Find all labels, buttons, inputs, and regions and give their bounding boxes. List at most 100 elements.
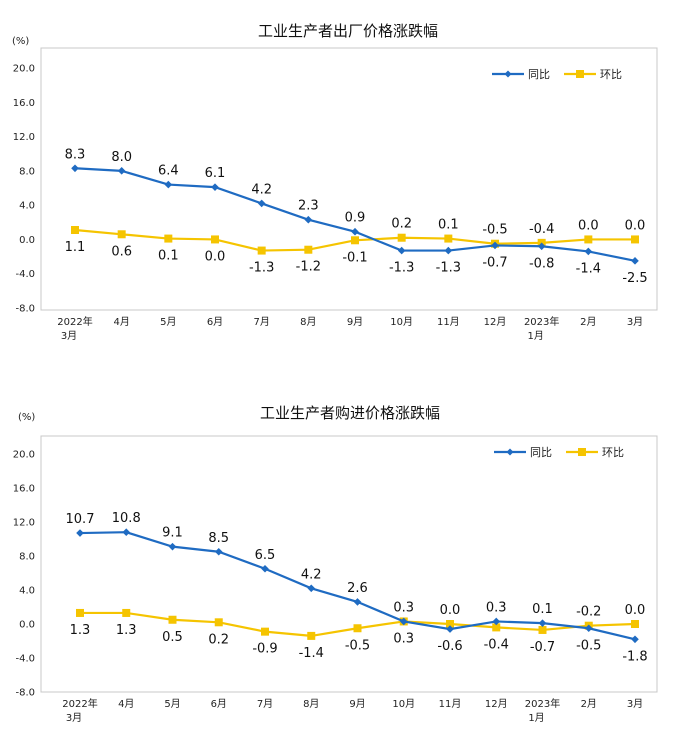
data-label-mom: -0.1	[342, 250, 367, 265]
data-label-mom: 0.2	[391, 217, 412, 232]
legend: 同比 环比	[492, 68, 622, 81]
data-label-yoy: 10.7	[66, 512, 95, 527]
chart-title: 工业生产者出厂价格涨跌幅	[258, 22, 438, 40]
x-tick-label: 7月	[257, 698, 273, 710]
legend-marker-mom	[576, 70, 584, 78]
y-tick-label: 8.0	[19, 166, 35, 177]
data-label-mom: 0.1	[158, 249, 179, 264]
data-point-yoy	[71, 164, 79, 173]
data-point-yoy	[631, 257, 639, 265]
data-label-yoy: 0.3	[393, 631, 414, 646]
data-label-mom: 1.1	[65, 240, 86, 255]
x-tick-label: 2月	[580, 316, 596, 328]
data-label-mom: 0.0	[625, 603, 646, 618]
y-tick-label: 12.0	[13, 518, 35, 529]
data-point-mom	[584, 235, 593, 244]
legend-marker-mom	[578, 448, 586, 456]
data-label-yoy: -2.5	[622, 271, 647, 286]
data-label-mom: -1.2	[296, 260, 321, 275]
x-tick-label: 12月	[484, 316, 507, 328]
y-tick-label: 20.0	[13, 64, 35, 75]
data-label-yoy: -0.7	[482, 255, 507, 270]
data-label-yoy: -1.3	[389, 261, 414, 276]
x-tick-label: 5月	[164, 698, 180, 710]
x-tick-label: 4月	[113, 316, 129, 328]
data-point-yoy	[307, 584, 316, 593]
y-tick-label: -4.0	[15, 654, 35, 665]
x-tick-label: 10月	[390, 316, 413, 328]
data-label-yoy: 10.8	[112, 511, 141, 526]
data-point-mom	[444, 234, 453, 243]
data-point-yoy	[491, 241, 499, 250]
x-tick-label: 2月	[581, 698, 597, 710]
data-point-yoy	[117, 167, 126, 175]
x-tick-label: 8月	[300, 316, 316, 328]
data-point-mom	[353, 624, 362, 633]
data-point-mom	[71, 226, 79, 234]
data-point-mom	[631, 235, 639, 244]
x-tick-label: 6月	[211, 698, 227, 710]
data-point-yoy	[257, 199, 266, 208]
data-point-mom	[122, 608, 131, 617]
data-point-mom	[261, 627, 269, 636]
data-point-yoy	[397, 246, 406, 255]
data-point-mom	[307, 631, 316, 640]
x-tick-label: 8月	[303, 698, 319, 710]
data-point-yoy	[168, 542, 177, 551]
data-label-yoy: 6.4	[158, 164, 179, 179]
chart-title: 工业生产者购进价格涨跌幅	[260, 404, 440, 422]
data-label-yoy: 0.3	[486, 600, 507, 615]
data-label-yoy: 4.2	[301, 567, 322, 582]
data-point-yoy	[214, 547, 223, 556]
data-label-yoy: 8.3	[65, 147, 86, 162]
data-label-mom: -0.2	[576, 605, 601, 620]
data-point-mom	[492, 623, 501, 632]
y-tick-label: 16.0	[13, 98, 35, 109]
y-tick-label: -8.0	[15, 688, 35, 699]
x-tick-label: 6月	[207, 316, 223, 328]
x-tick-label: 2022年	[62, 697, 97, 710]
data-point-mom	[304, 245, 313, 254]
data-label-mom: -0.4	[484, 637, 509, 652]
data-point-yoy	[164, 180, 173, 189]
y-tick-label: 16.0	[13, 484, 35, 495]
data-label-mom: -0.4	[529, 222, 554, 237]
plot-frame	[40, 435, 658, 693]
data-label-mom: 0.2	[208, 632, 229, 647]
data-point-mom	[211, 235, 219, 244]
data-point-yoy	[353, 598, 362, 606]
data-label-mom: 0.0	[205, 249, 226, 264]
x-tick-label: 4月	[118, 698, 134, 710]
x-tick-label: 2023年	[525, 697, 560, 710]
x-tick-label: 2023年	[524, 315, 559, 328]
x-tick-label: 11月	[437, 316, 460, 328]
data-label-mom: 0.1	[438, 218, 459, 233]
data-point-mom	[446, 620, 454, 628]
data-point-mom	[117, 230, 126, 239]
data-label-mom: 1.3	[116, 623, 137, 638]
data-label-mom: 0.6	[111, 244, 132, 259]
y-tick-label: 4.0	[19, 586, 35, 597]
data-point-yoy	[538, 619, 547, 627]
data-label-yoy: -1.4	[576, 261, 601, 276]
data-point-yoy	[122, 528, 131, 536]
chart-1: 工业生产者出厂价格涨跌幅 (%) 20.0 16.0 12.0 8.0 4.0 0.0 -4.0…	[12, 22, 658, 342]
x-tick-label: 10月	[392, 698, 415, 710]
x-tick-label: 11月	[439, 698, 462, 710]
data-point-yoy	[211, 183, 219, 191]
data-point-yoy	[351, 227, 359, 236]
data-label-mom: 0.0	[625, 218, 646, 233]
y-unit-label: (%)	[18, 412, 35, 423]
data-point-yoy	[261, 564, 269, 573]
y-tick-label: 4.0	[19, 201, 35, 212]
x-tick-label: 9月	[349, 698, 365, 710]
data-label-mom: -0.9	[252, 642, 277, 657]
data-label-yoy: 6.1	[205, 166, 226, 181]
data-label-yoy: 9.1	[162, 526, 183, 541]
y-tick-label: 0.0	[19, 235, 35, 246]
x-tick-label: 3月	[627, 316, 643, 328]
data-point-mom	[538, 625, 547, 634]
data-label-yoy: 8.5	[208, 531, 229, 546]
chart-2: 工业生产者购进价格涨跌幅 (%) 20.0 16.0 12.0 8.0 4.0 0.0 -4.0…	[13, 404, 658, 724]
